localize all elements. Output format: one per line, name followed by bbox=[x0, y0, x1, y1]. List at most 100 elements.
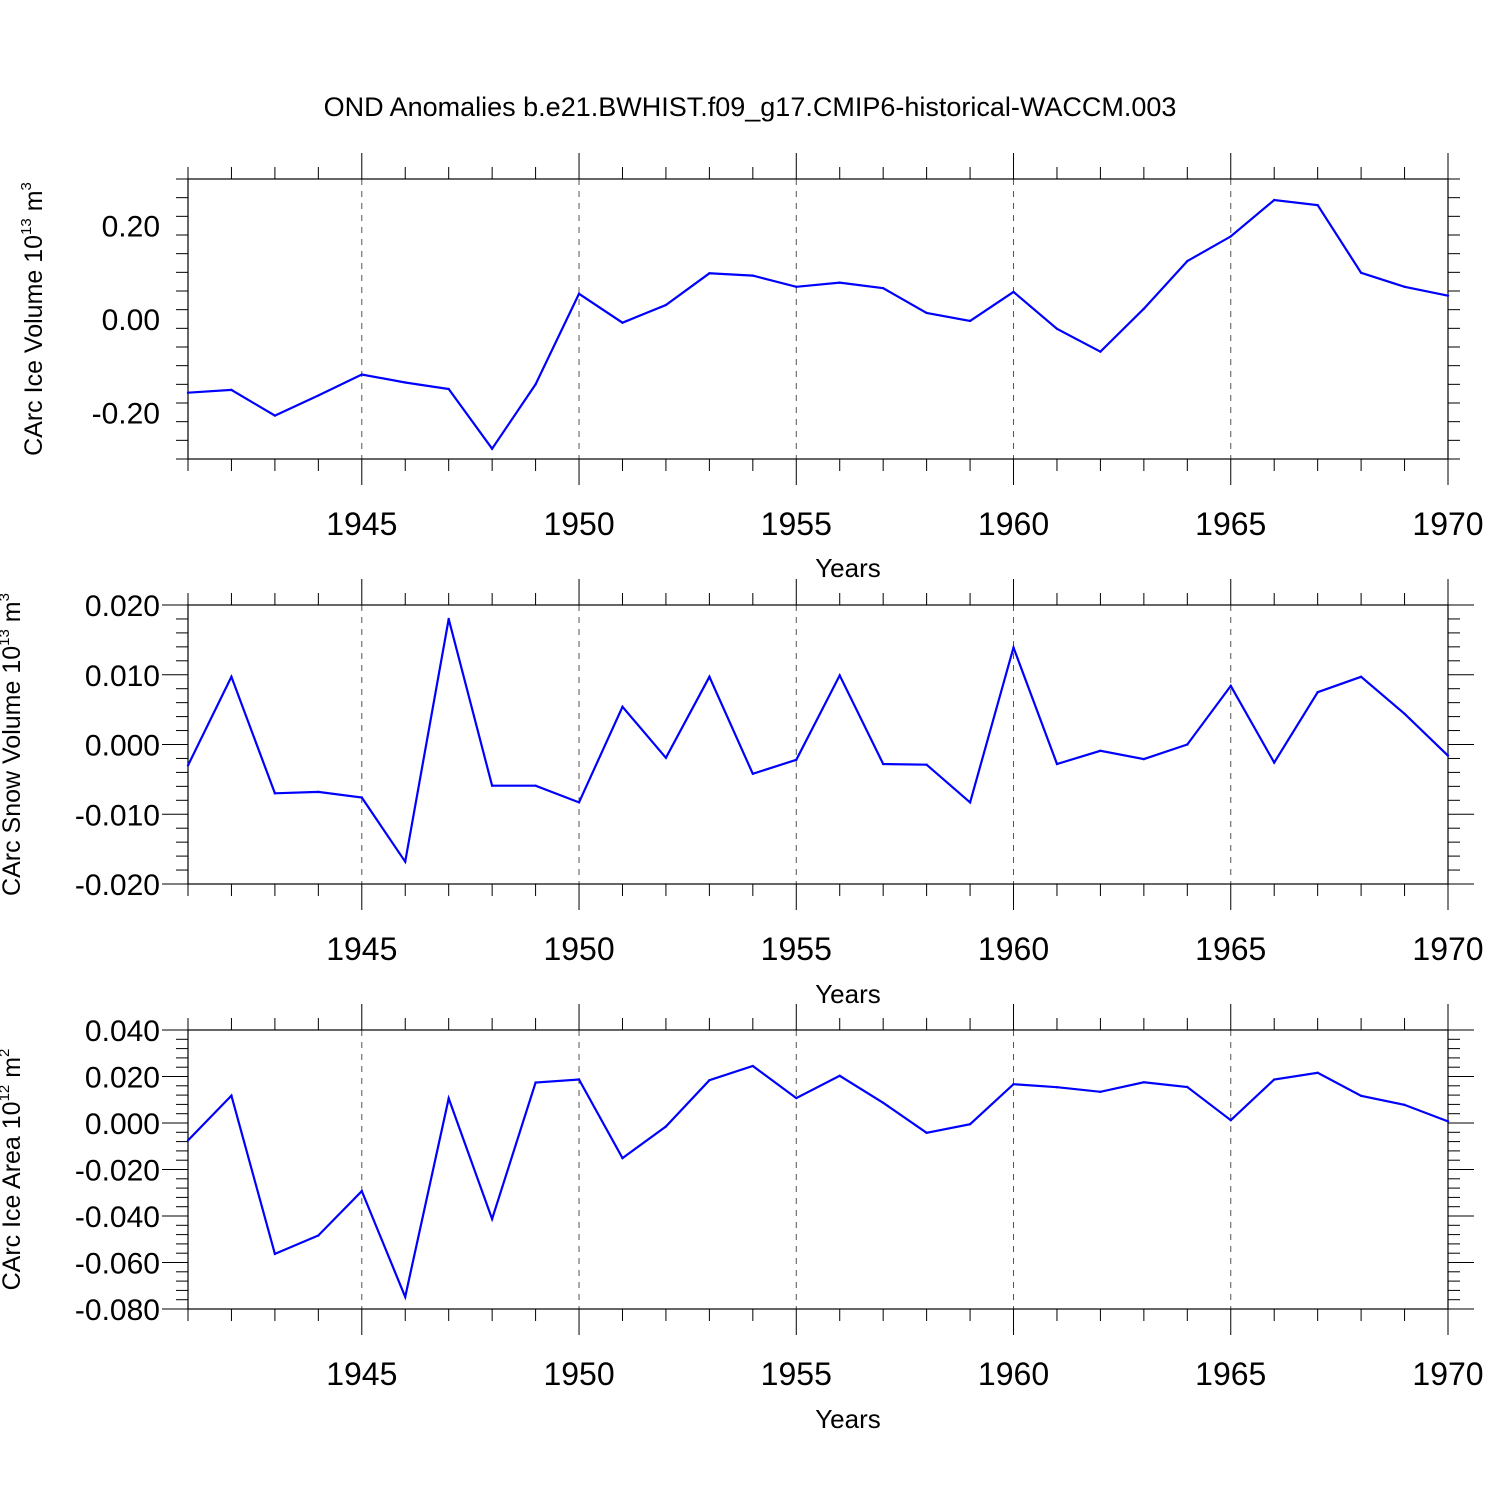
data-point bbox=[621, 1156, 624, 1160]
y-axis-title: CArc Ice Area 1012 m2 bbox=[0, 1049, 26, 1291]
data-point bbox=[1012, 1082, 1015, 1086]
data-point bbox=[968, 319, 972, 323]
data-point bbox=[404, 381, 407, 384]
data-point bbox=[968, 1122, 972, 1126]
data-point bbox=[708, 1079, 711, 1082]
plot-frame bbox=[187, 604, 1449, 885]
data-point bbox=[838, 674, 841, 677]
data-point bbox=[230, 388, 233, 392]
x-tick-label: 1960 bbox=[978, 931, 1049, 967]
chart-panel-3: -0.080 -0.060 -0.040 -0.020 0.000 0.020 0.040 1… bbox=[0, 1004, 1484, 1434]
data-point bbox=[360, 373, 363, 376]
data-point bbox=[1099, 749, 1102, 752]
data-point bbox=[534, 784, 537, 787]
x-axis-title: Years bbox=[815, 553, 881, 583]
data-point bbox=[795, 285, 798, 288]
data-point bbox=[1403, 1103, 1406, 1107]
data-point bbox=[1229, 684, 1232, 688]
data-point bbox=[1186, 1085, 1189, 1089]
y-tick-label: -0.020 bbox=[75, 869, 160, 902]
data-point bbox=[534, 1081, 537, 1084]
y-tick-label: -0.010 bbox=[75, 799, 160, 832]
data-point bbox=[534, 383, 537, 386]
data-point bbox=[186, 1139, 190, 1142]
data-point bbox=[317, 394, 320, 397]
data-point bbox=[577, 801, 581, 804]
x-tick-label: 1970 bbox=[1412, 1356, 1483, 1392]
y-tick-label: 0.040 bbox=[85, 1015, 160, 1048]
data-point bbox=[186, 764, 190, 767]
data-point bbox=[1359, 675, 1363, 679]
data-point bbox=[881, 1101, 885, 1104]
data-point bbox=[490, 1217, 494, 1221]
y-tick-label: -0.080 bbox=[75, 1294, 160, 1327]
data-point bbox=[708, 272, 711, 275]
data-point bbox=[1446, 754, 1450, 757]
data-point bbox=[795, 1096, 798, 1100]
data-point bbox=[1273, 761, 1276, 764]
data-point bbox=[1316, 203, 1319, 207]
data-point bbox=[1273, 1078, 1276, 1081]
x-tick-label: 1945 bbox=[326, 506, 397, 542]
data-point bbox=[273, 1252, 277, 1256]
data-point bbox=[447, 1097, 450, 1100]
y-tick-label: 0.000 bbox=[85, 730, 160, 763]
data-point bbox=[1229, 235, 1232, 238]
data-point bbox=[447, 617, 450, 621]
data-point bbox=[1012, 290, 1015, 294]
series-line bbox=[187, 1064, 1449, 1301]
data-point bbox=[360, 1189, 363, 1193]
data-point bbox=[751, 772, 755, 775]
data-point bbox=[1099, 1090, 1102, 1094]
x-tick-label: 1945 bbox=[326, 931, 397, 967]
chart-panel-1: -0.20 0.00 0.20 1945 1950 1955 1960 1965 1970 Yea… bbox=[18, 153, 1484, 583]
data-point bbox=[751, 1064, 755, 1068]
data-point bbox=[1229, 1119, 1232, 1122]
x-tick-label: 1965 bbox=[1195, 506, 1266, 542]
x-tick-label: 1960 bbox=[978, 1356, 1049, 1392]
y-axis-title: CArc Ice Volume 1013 m3 bbox=[18, 182, 48, 456]
y-tick-label: 0.20 bbox=[102, 211, 160, 244]
plot-frame bbox=[187, 1029, 1449, 1310]
data-point bbox=[1099, 350, 1102, 353]
data-point bbox=[1186, 743, 1189, 746]
x-tick-label: 1950 bbox=[543, 1356, 614, 1392]
x-tick-label: 1950 bbox=[543, 506, 614, 542]
x-tick-label: 1955 bbox=[761, 1356, 832, 1392]
y-tick-label: -0.040 bbox=[75, 1201, 160, 1234]
data-point bbox=[186, 391, 190, 394]
data-point bbox=[1142, 1081, 1146, 1084]
y-tick-label: -0.020 bbox=[75, 1155, 160, 1188]
x-axis-title: Years bbox=[815, 1404, 881, 1434]
plot-frame bbox=[187, 178, 1449, 460]
data-point bbox=[317, 1234, 320, 1237]
data-point bbox=[925, 1131, 928, 1134]
y-tick-label: -0.060 bbox=[75, 1248, 160, 1281]
data-point bbox=[1186, 259, 1189, 263]
data-point bbox=[317, 790, 320, 794]
data-point bbox=[1359, 1094, 1363, 1097]
data-point bbox=[447, 387, 450, 391]
data-point bbox=[881, 287, 885, 290]
data-point bbox=[795, 758, 798, 762]
x-tick-label: 1965 bbox=[1195, 1356, 1266, 1392]
data-point bbox=[838, 281, 841, 284]
data-point bbox=[925, 763, 928, 766]
data-point bbox=[1446, 294, 1450, 297]
x-axis-title: Years bbox=[815, 979, 881, 1009]
data-point bbox=[664, 1125, 668, 1128]
data-point bbox=[577, 292, 581, 295]
data-point bbox=[664, 756, 668, 759]
data-point bbox=[664, 303, 668, 307]
data-point bbox=[1142, 307, 1146, 310]
data-point bbox=[273, 414, 277, 417]
data-point bbox=[1316, 690, 1319, 694]
x-tick-label: 1950 bbox=[543, 931, 614, 967]
data-point bbox=[881, 762, 885, 766]
data-point bbox=[708, 675, 711, 679]
data-point bbox=[404, 1295, 407, 1299]
data-point bbox=[1446, 1120, 1450, 1123]
data-point bbox=[621, 705, 624, 709]
y-tick-label: 0.020 bbox=[85, 590, 160, 623]
